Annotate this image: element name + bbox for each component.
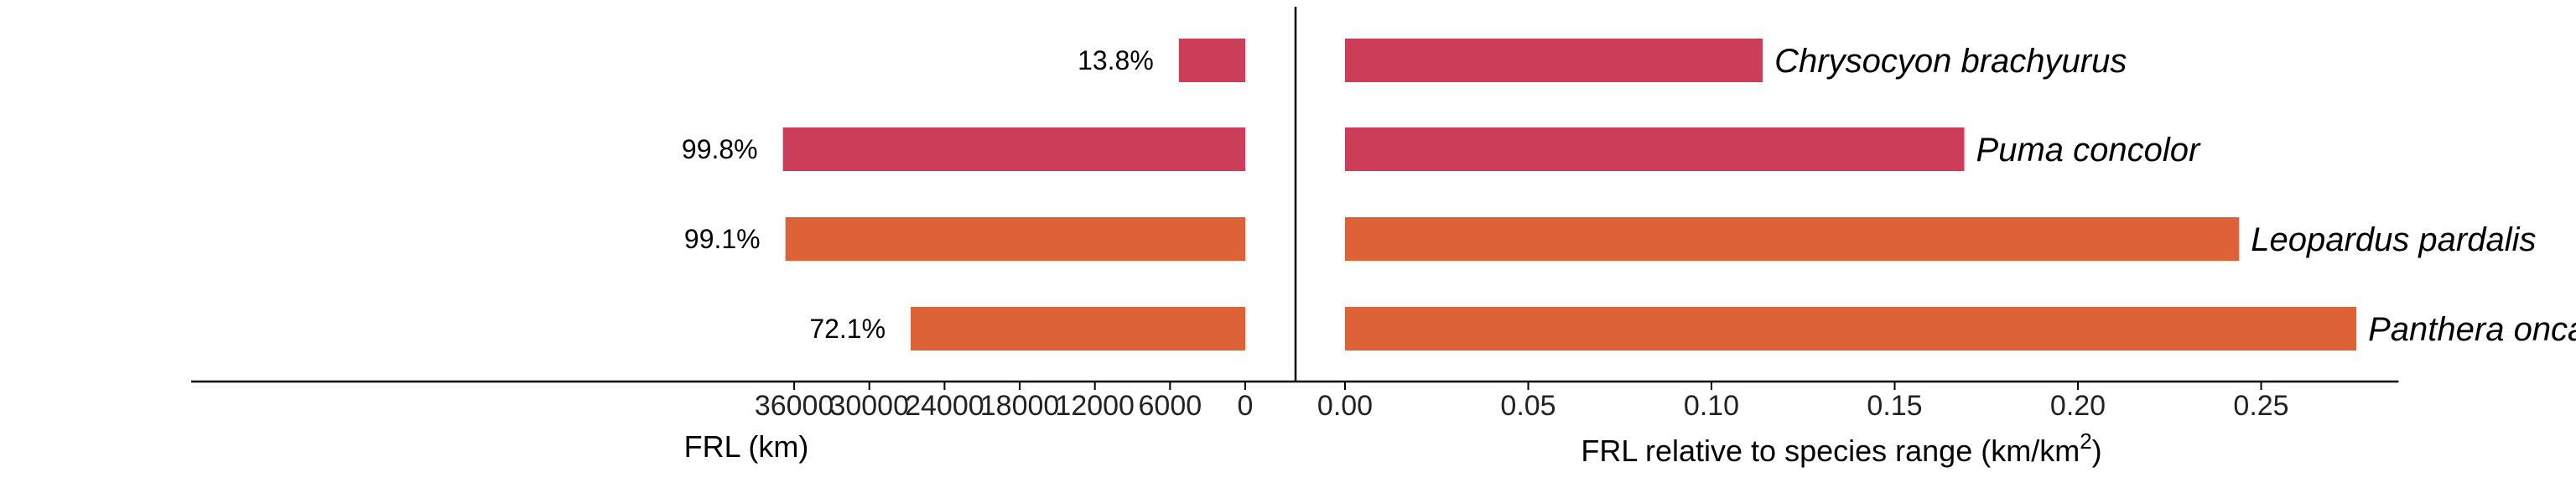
left-x-tick-label: 12000: [1055, 390, 1135, 422]
bar-percent-label: 13.8%: [1078, 45, 1154, 75]
left-x-axis-title: FRL (km): [684, 429, 809, 464]
right-bar: [1345, 307, 2357, 351]
right-bar: [1345, 217, 2240, 261]
right-x-axis-title: FRL relative to species range (km/km2): [1581, 428, 2101, 468]
left-x-tick-label: 24000: [905, 390, 984, 422]
left-bar: [782, 127, 1245, 171]
left-x-tick-label: 0: [1238, 390, 1254, 422]
left-x-tick-label: 36000: [755, 390, 834, 422]
left-bar: [1178, 39, 1245, 82]
left-panel-frl: 13.8% 99.8% 99.1% 72.1%: [682, 39, 1245, 351]
species-label: Puma concolor: [1976, 132, 2201, 169]
left-x-tick-label: 6000: [1139, 390, 1202, 422]
right-x-tick-label: 0.15: [1867, 390, 1922, 422]
right-x-tick-label: 0.10: [1684, 390, 1739, 422]
bar-percent-label: 72.1%: [809, 314, 886, 344]
right-bar: [1345, 39, 1763, 82]
left-x-tick-label: 30000: [829, 390, 909, 422]
left-bar: [785, 217, 1245, 261]
species-label: Leopardus pardalis: [2251, 221, 2536, 258]
right-x-tick-label: 0.20: [2050, 390, 2106, 422]
right-x-tick-label: 0.00: [1317, 390, 1373, 422]
right-bar: [1345, 127, 1965, 171]
bar-percent-label: 99.8%: [682, 134, 758, 164]
right-x-tick-label: 0.25: [2233, 390, 2288, 422]
right-panel-relative-frl: Chrysocyon brachyurus Puma concolor Leopar…: [1345, 39, 2576, 351]
species-label: Panthera onca: [2368, 311, 2576, 348]
bar-percent-label: 99.1%: [684, 224, 761, 254]
right-x-tick-label: 0.05: [1500, 390, 1555, 422]
left-x-tick-label: 18000: [980, 390, 1060, 422]
species-label: Chrysocyon brachyurus: [1774, 43, 2127, 80]
left-bar: [911, 307, 1245, 351]
